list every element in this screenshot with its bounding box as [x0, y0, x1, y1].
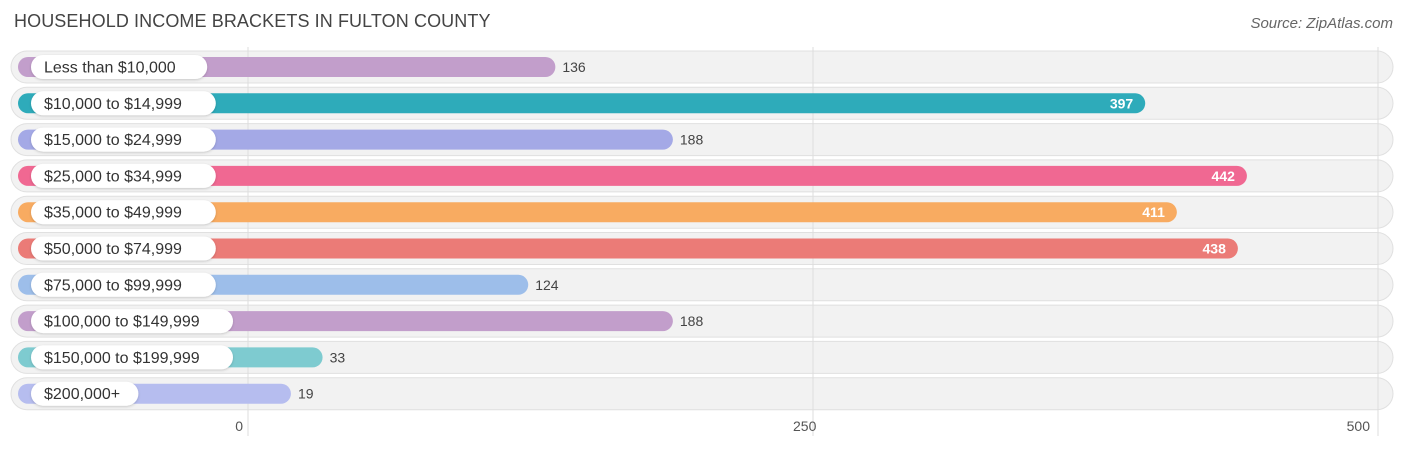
- category-label: $15,000 to $24,999: [44, 132, 182, 149]
- category-pill: [31, 163, 216, 188]
- category-pill: [31, 127, 216, 152]
- bar: [18, 238, 1238, 259]
- value-label: 438: [1203, 241, 1227, 257]
- category-label: $10,000 to $14,999: [44, 96, 182, 113]
- category-label: $35,000 to $49,999: [44, 205, 182, 222]
- x-tick-label: 0: [235, 418, 243, 434]
- category-label: $25,000 to $34,999: [44, 168, 182, 185]
- value-label: 442: [1212, 168, 1236, 184]
- value-label: 397: [1110, 95, 1134, 111]
- category-pill: [31, 309, 233, 334]
- category-label: $75,000 to $99,999: [44, 277, 182, 294]
- bar: [18, 93, 1146, 114]
- source-note: Source: ZipAtlas.com: [1250, 15, 1393, 32]
- category-pill: [31, 381, 139, 406]
- bar: [18, 165, 1247, 186]
- category-pill: [31, 272, 216, 297]
- value-label: 136: [562, 59, 586, 75]
- value-label: 19: [298, 386, 314, 402]
- value-label: 33: [330, 349, 346, 365]
- category-label: $100,000 to $149,999: [44, 314, 200, 331]
- chart-title: HOUSEHOLD INCOME BRACKETS IN FULTON COUN…: [14, 11, 491, 31]
- category-label: $50,000 to $74,999: [44, 241, 182, 258]
- value-label: 124: [535, 277, 559, 293]
- category-label: $200,000+: [44, 386, 120, 403]
- value-label: 188: [680, 313, 704, 329]
- bar: [18, 202, 1177, 223]
- category-label: $150,000 to $199,999: [44, 350, 200, 367]
- value-label: 188: [680, 132, 704, 148]
- category-pill: [31, 345, 233, 370]
- bar-track: [10, 377, 1394, 411]
- bar-track: [10, 340, 1394, 374]
- category-pill: [31, 55, 208, 79]
- category-pill: [31, 91, 216, 116]
- category-pill: [31, 200, 216, 225]
- category-label: Less than $10,000: [44, 60, 176, 77]
- category-pill: [31, 236, 216, 261]
- x-tick-label: 250: [793, 418, 817, 434]
- x-tick-label: 500: [1347, 418, 1371, 434]
- value-label: 411: [1142, 204, 1165, 220]
